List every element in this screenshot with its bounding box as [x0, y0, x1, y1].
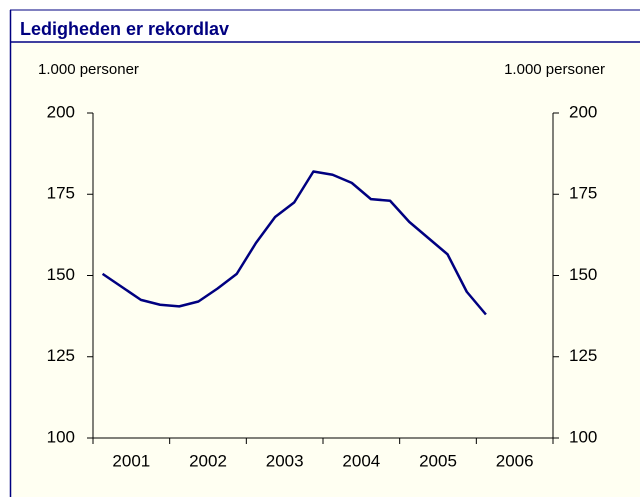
y-tick-label: 125 — [47, 346, 75, 365]
y2-tick-label: 100 — [569, 427, 597, 446]
plot-background — [11, 43, 640, 497]
x-tick-label: 2006 — [496, 451, 534, 470]
x-tick-label: 2002 — [189, 451, 227, 470]
data-line — [101, 170, 487, 316]
y-axis-label: 1.000 personer — [38, 61, 139, 78]
x-tick-label: 2005 — [419, 451, 457, 470]
y2-tick-label: 125 — [569, 346, 597, 365]
y2-axis-label: 1.000 personer — [504, 61, 605, 78]
y2-tick-label: 175 — [569, 184, 597, 203]
y-tick-label: 100 — [47, 427, 75, 446]
x-tick-label: 2004 — [342, 451, 380, 470]
y2-tick-label: 150 — [569, 265, 597, 284]
chart-title: Ledigheden er rekordlav — [20, 19, 229, 39]
y2-tick-label: 200 — [569, 102, 597, 121]
y-tick-label: 150 — [47, 265, 75, 284]
y-tick-label: 175 — [47, 184, 75, 203]
y-tick-label: 200 — [47, 102, 75, 121]
x-tick-label: 2001 — [112, 451, 150, 470]
x-tick-label: 2003 — [266, 451, 304, 470]
